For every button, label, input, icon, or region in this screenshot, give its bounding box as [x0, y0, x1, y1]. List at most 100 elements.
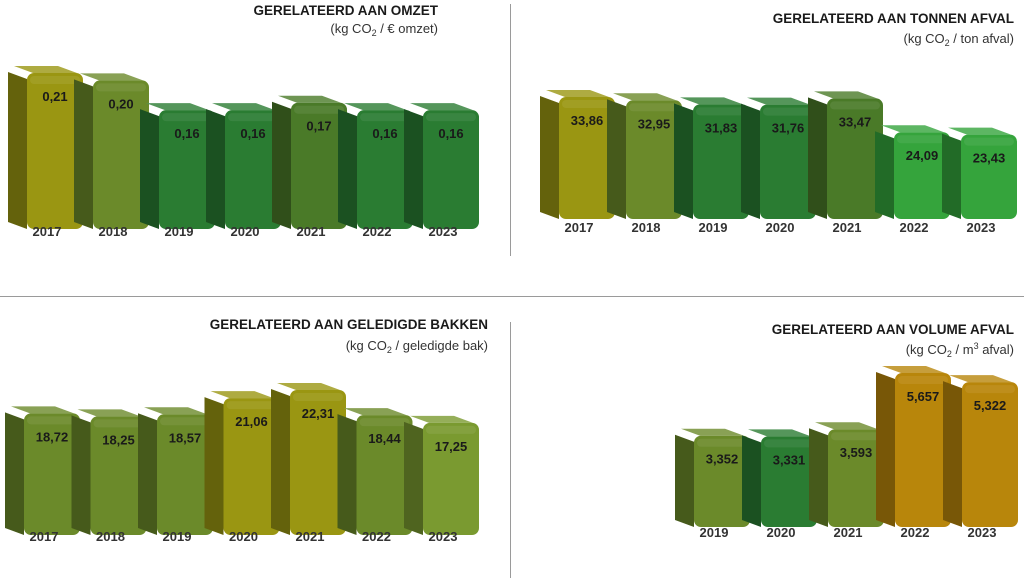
bar-front — [93, 80, 149, 229]
bar-front — [694, 435, 750, 527]
bar-highlight — [160, 417, 210, 426]
bar-top — [344, 103, 407, 111]
bar-value-label: 0,17 — [306, 119, 331, 134]
bar-side — [540, 96, 559, 219]
bar-side — [74, 79, 93, 229]
bar-highlight — [226, 401, 277, 410]
bar-front — [962, 382, 1018, 527]
vertical-divider-top — [510, 4, 511, 256]
bar-front — [761, 436, 817, 527]
bar-highlight — [562, 100, 612, 108]
bar-side — [742, 435, 761, 527]
bar-value-label: 3,593 — [840, 445, 873, 460]
vertical-divider-bottom — [510, 322, 511, 578]
bar-front — [423, 422, 479, 535]
bar-front — [626, 100, 682, 219]
bar-2019: 18,57 — [138, 407, 213, 535]
bar-value-label: 31,83 — [705, 120, 738, 135]
bar-highlight — [293, 393, 343, 401]
bar-side — [338, 109, 357, 229]
bar-2020: 0,16 — [206, 103, 281, 229]
bar-side — [140, 109, 159, 229]
bar-value-label: 18,57 — [169, 430, 202, 445]
bar-top — [278, 95, 341, 103]
category-label: 2020 — [231, 224, 260, 239]
bar-2021: 33,47 — [808, 91, 883, 219]
category-label: 2021 — [297, 224, 326, 239]
bar-2017: 18,72 — [5, 406, 80, 535]
bar-2019: 0,16 — [140, 103, 215, 229]
bar-front — [894, 132, 950, 219]
category-label: 2019 — [163, 529, 192, 544]
bar-2019: 31,83 — [674, 97, 749, 219]
bar-top — [949, 375, 1012, 383]
bar-highlight — [228, 113, 278, 122]
category-label: 2022 — [363, 224, 392, 239]
bar-value-label: 24,09 — [906, 148, 939, 163]
category-label: 2022 — [901, 525, 930, 540]
bar-highlight — [763, 107, 813, 116]
chart-unit: (kg CO2 / ton afval) — [904, 31, 1015, 48]
category-label: 2019 — [700, 525, 729, 540]
bar-top — [410, 415, 473, 423]
chart-title: GERELATEERD AAN TONNEN AFVAL — [773, 11, 1014, 26]
category-label: 2019 — [699, 220, 728, 235]
category-label: 2019 — [165, 224, 194, 239]
bar-value-label: 18,44 — [368, 431, 401, 446]
category-label: 2023 — [429, 224, 458, 239]
bar-side — [271, 389, 290, 535]
bar-highlight — [426, 113, 476, 122]
bar-highlight — [764, 439, 814, 448]
bar-top — [815, 422, 878, 430]
bar-value-label: 0,16 — [174, 126, 199, 141]
category-label: 2018 — [632, 220, 661, 235]
bar-2020: 3,331 — [742, 429, 817, 527]
bar-2023: 5,322 — [943, 375, 1018, 527]
bar-side — [876, 372, 895, 527]
bar-2023: 17,25 — [404, 415, 479, 535]
bar-front — [895, 373, 951, 527]
bar-2022: 24,09 — [875, 125, 950, 219]
bar-value-label: 0,21 — [42, 89, 67, 104]
bar-value-label: 0,20 — [108, 96, 133, 111]
category-label: 2020 — [229, 529, 258, 544]
bar-highlight — [30, 76, 80, 84]
category-label: 2017 — [33, 224, 62, 239]
bar-value-label: 5,322 — [974, 398, 1007, 413]
bar-2019: 3,352 — [675, 428, 750, 527]
bar-front — [223, 398, 280, 535]
bar-top — [546, 90, 609, 97]
bar-value-label: 0,16 — [438, 126, 463, 141]
bar-2017: 33,86 — [540, 90, 615, 219]
bar-value-label: 33,86 — [571, 113, 604, 128]
bar-side — [674, 103, 693, 219]
bar-top — [80, 73, 143, 81]
bar-side — [71, 415, 91, 535]
chart-panel-4: GERELATEERD AAN VOLUME AFVAL (kg CO2 / m3… — [675, 322, 1018, 540]
category-label: 2022 — [900, 220, 929, 235]
category-label: 2018 — [96, 529, 125, 544]
bar-2017: 0,21 — [8, 66, 83, 229]
bar-value-label: 31,76 — [772, 121, 805, 136]
bar-value-label: 23,43 — [973, 151, 1006, 166]
bar-2021: 3,593 — [809, 422, 884, 527]
category-label: 2022 — [362, 529, 391, 544]
bar-top — [410, 103, 473, 111]
chart-panel-1: GERELATEERD AAN OMZET (kg CO2 / € omzet) 0… — [8, 3, 479, 239]
bar-highlight — [831, 432, 881, 441]
chart-title: GERELATEERD AAN GELEDIGDE BAKKEN — [210, 317, 488, 332]
chart-unit: (kg CO2 / geledigde bak) — [346, 338, 488, 355]
bar-top — [210, 391, 274, 399]
bar-highlight — [964, 137, 1014, 146]
bar-highlight — [697, 438, 747, 447]
bar-front — [356, 415, 413, 535]
bar-value-label: 33,47 — [839, 114, 872, 129]
bar-front — [961, 134, 1017, 219]
bar-side — [607, 99, 626, 219]
bar-value-label: 32,95 — [638, 116, 671, 131]
bar-side — [404, 421, 423, 535]
bar-side — [875, 131, 894, 219]
bar-front — [827, 98, 883, 219]
bar-2020: 21,06 — [204, 391, 280, 535]
